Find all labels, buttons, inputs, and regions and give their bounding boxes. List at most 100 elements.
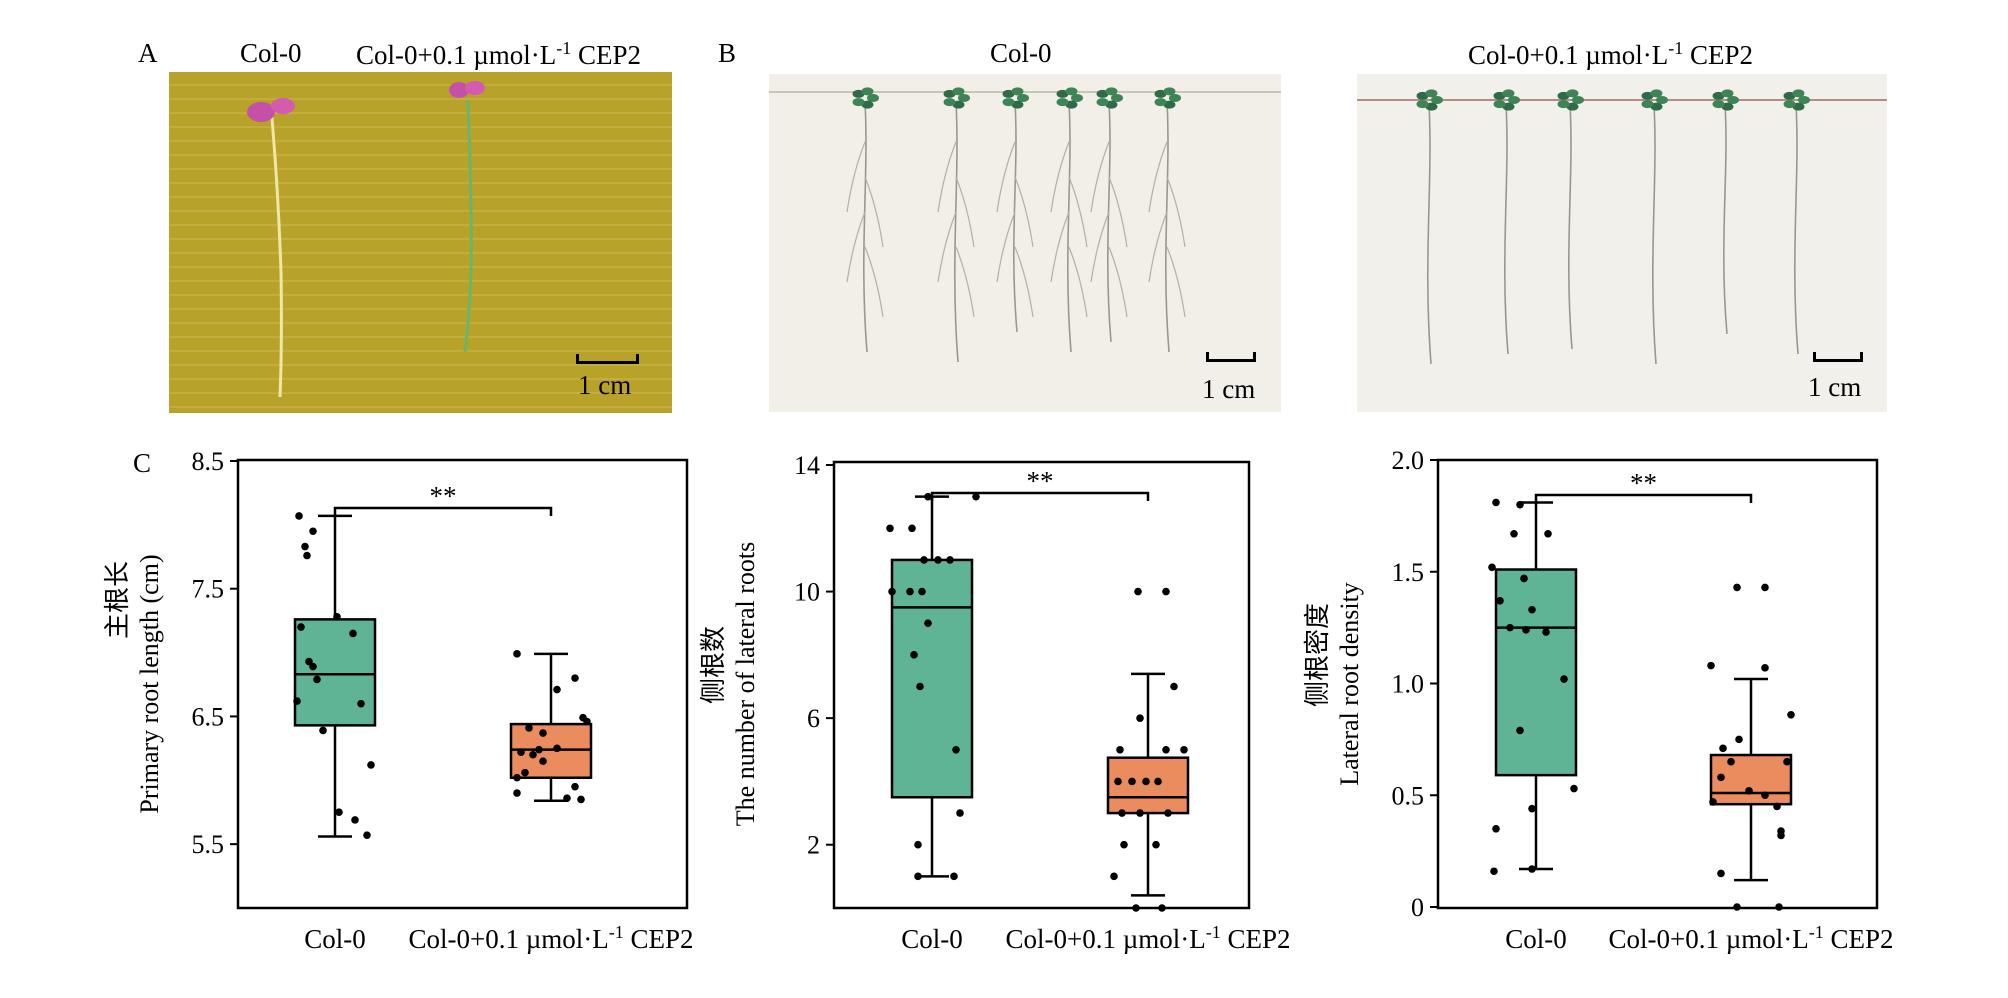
significance-bracket bbox=[333, 506, 553, 516]
data-point bbox=[1492, 824, 1500, 833]
box-iqr bbox=[1494, 568, 1578, 777]
data-point bbox=[1520, 574, 1528, 583]
x-category-label: Col-0 bbox=[304, 924, 366, 954]
data-point bbox=[924, 492, 932, 501]
seedling bbox=[996, 87, 1034, 333]
y-tick-label: 1.5 bbox=[1392, 558, 1425, 587]
data-point bbox=[1709, 798, 1717, 806]
x-category-label: Col-0+0.1 µmol·L-1 CEP2 bbox=[1608, 922, 1893, 954]
y-tick-label: 10 bbox=[794, 578, 820, 607]
data-point bbox=[571, 782, 579, 791]
data-point bbox=[914, 872, 922, 881]
data-point bbox=[1496, 597, 1504, 605]
data-point bbox=[1717, 869, 1725, 878]
data-point bbox=[1761, 664, 1769, 672]
plot-frame bbox=[832, 460, 1251, 910]
data-point bbox=[529, 750, 537, 759]
data-point bbox=[1777, 831, 1785, 840]
data-point bbox=[1787, 710, 1795, 719]
data-point bbox=[908, 524, 916, 533]
data-point bbox=[918, 587, 926, 596]
seedling bbox=[1493, 89, 1520, 355]
data-point bbox=[513, 789, 521, 797]
data-point bbox=[1761, 791, 1769, 800]
seedling bbox=[1090, 87, 1128, 343]
title-main: Col-0+0.1 µmol·L bbox=[356, 40, 557, 70]
data-point bbox=[583, 717, 591, 726]
panel-a-letter: A bbox=[138, 38, 158, 68]
data-point bbox=[521, 768, 529, 777]
data-point bbox=[1162, 587, 1170, 596]
y-tick-label: 5.5 bbox=[192, 830, 225, 859]
panel-b-letter: B bbox=[718, 38, 737, 68]
data-point bbox=[1528, 865, 1536, 873]
data-point bbox=[950, 872, 958, 881]
y-tick-label: 0 bbox=[1411, 893, 1424, 922]
y-tick-label: 1.0 bbox=[1392, 670, 1425, 699]
data-point bbox=[367, 761, 375, 769]
data-point bbox=[1134, 587, 1142, 596]
box-iqr bbox=[293, 618, 377, 727]
data-point bbox=[1136, 714, 1144, 722]
data-point bbox=[1560, 675, 1568, 683]
y-tick-label: 6 bbox=[807, 704, 820, 733]
y-tick-label: 14 bbox=[794, 451, 820, 480]
data-point bbox=[357, 699, 365, 708]
data-point bbox=[1542, 628, 1550, 636]
data-point bbox=[363, 831, 371, 840]
y-tick-label: 6.5 bbox=[192, 702, 225, 731]
panel-b-left-scale-label: 1 cm bbox=[1202, 374, 1256, 404]
plot-frame bbox=[236, 458, 689, 910]
data-point bbox=[1717, 773, 1725, 782]
data-point bbox=[1114, 777, 1122, 786]
data-point bbox=[333, 613, 341, 621]
x-category-label: Col-0+0.1 µmol·L-1 CEP2 bbox=[408, 922, 693, 954]
data-point bbox=[1510, 529, 1518, 538]
data-point bbox=[1516, 726, 1524, 735]
data-point bbox=[1773, 802, 1781, 811]
data-point bbox=[1488, 563, 1496, 572]
title-main: Col-0+0.1 µmol·L bbox=[1468, 40, 1669, 70]
data-point bbox=[886, 524, 894, 533]
data-point bbox=[1152, 840, 1160, 849]
data-point bbox=[563, 794, 571, 802]
data-point bbox=[910, 651, 918, 659]
data-point bbox=[1128, 777, 1136, 786]
panel-b-left-svg bbox=[769, 74, 1281, 412]
data-point bbox=[1120, 840, 1128, 849]
data-point bbox=[1727, 757, 1735, 766]
data-point bbox=[934, 556, 942, 564]
title-sup: -1 bbox=[556, 38, 572, 58]
data-point bbox=[1180, 745, 1188, 754]
data-point bbox=[1544, 529, 1552, 538]
data-point bbox=[920, 556, 928, 564]
data-point bbox=[513, 773, 521, 782]
panel-b-right-svg bbox=[1357, 74, 1887, 412]
data-point bbox=[319, 726, 327, 735]
data-point bbox=[1745, 786, 1753, 795]
data-point bbox=[946, 556, 954, 564]
data-point bbox=[351, 816, 359, 824]
data-point bbox=[1761, 583, 1769, 592]
data-point bbox=[1132, 904, 1140, 912]
panel-b-title-col0: Col-0 bbox=[990, 38, 1052, 68]
data-point bbox=[297, 623, 305, 631]
seedling bbox=[1050, 87, 1088, 353]
data-point bbox=[313, 675, 321, 684]
data-point bbox=[513, 650, 521, 658]
data-point bbox=[1719, 744, 1727, 753]
box-plot-primary-root-length: 5.5 6.5 7.5 8.5 Primary root length (cm)主根长 *… bbox=[103, 446, 1894, 954]
y-axis-label-chinese: 侧根数 bbox=[699, 626, 728, 704]
data-point bbox=[914, 840, 922, 849]
data-point bbox=[305, 657, 313, 666]
data-point bbox=[303, 551, 311, 560]
data-point bbox=[1136, 809, 1144, 817]
data-point bbox=[1116, 745, 1124, 754]
data-point bbox=[539, 729, 547, 737]
y-axis-label: Primary root length (cm) bbox=[135, 554, 164, 813]
panel-b-title-cep2: Col-0+0.1 µmol·L-1 CEP2 bbox=[1468, 38, 1753, 71]
significance-bracket bbox=[930, 491, 1150, 501]
data-point bbox=[1783, 757, 1791, 766]
